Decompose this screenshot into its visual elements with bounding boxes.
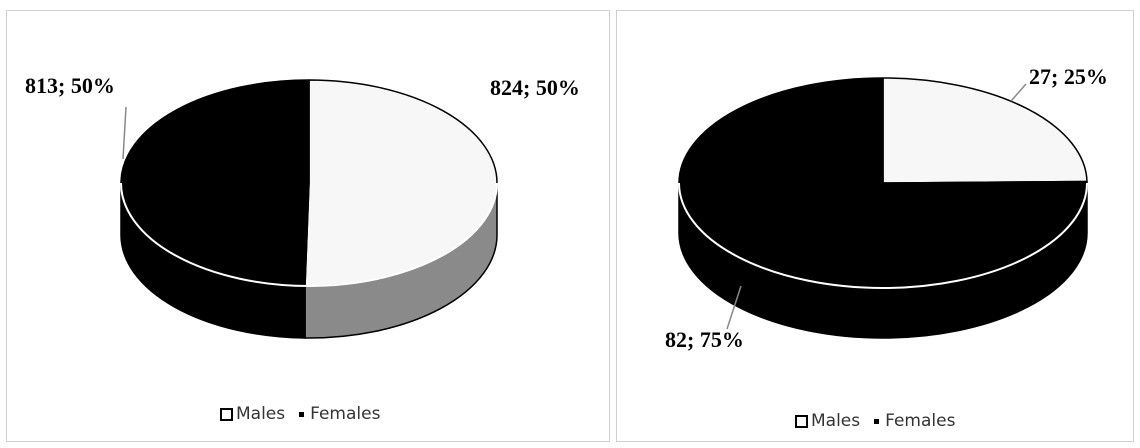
females-swatch (874, 418, 880, 424)
legend-item-females: Females (874, 411, 955, 431)
legend-label-females: Females (885, 411, 956, 431)
chart-legend: Males Females (795, 411, 969, 431)
chart-legend: Males Females (220, 404, 394, 424)
data-label-females: 82; 75% (665, 327, 744, 352)
pie-top-layer (678, 77, 1088, 289)
data-label-females: 813; 50% (25, 73, 115, 98)
legend-item-females: Females (299, 404, 380, 424)
data-label-males: 27; 25% (1029, 64, 1108, 89)
legend-item-males: Males (795, 411, 860, 431)
females-swatch (299, 411, 305, 417)
legend-label-females: Females (310, 404, 381, 424)
chart-panel-right: 27; 25% 82; 75% Males Females (616, 10, 1134, 442)
data-label-males: 824; 50% (490, 75, 580, 100)
legend-label-males: Males (811, 411, 861, 431)
legend-item-males: Males (220, 404, 285, 424)
leader-line (726, 285, 742, 330)
pie-chart-left: 813; 50% 824; 50% (25, 73, 580, 339)
leader-line (122, 106, 127, 160)
pie-rim (120, 182, 498, 287)
leader-line (1010, 83, 1027, 102)
males-swatch (795, 414, 808, 428)
males-swatch (220, 407, 233, 421)
legend-label-males: Males (236, 404, 286, 424)
pie-rim (678, 182, 1088, 289)
chart-panel-left: 813; 50% 824; 50% Males Females (6, 10, 610, 442)
pie-chart-right: 27; 25% 82; 75% (665, 64, 1108, 352)
pie-slice-males (882, 77, 1088, 184)
pie-top-layer (120, 79, 498, 287)
